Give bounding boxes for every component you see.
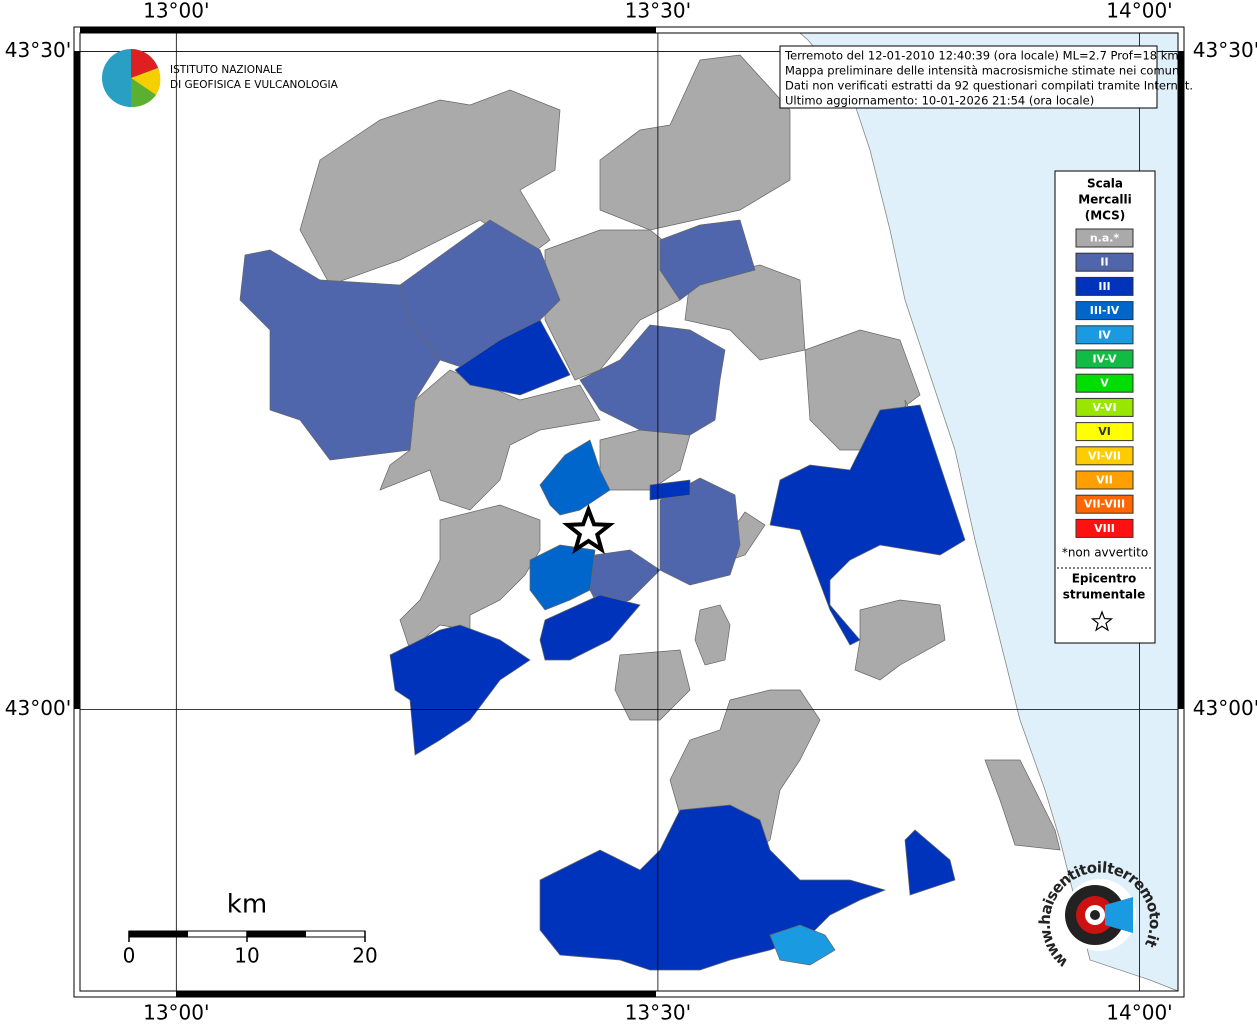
ingv-logo: ISTITUTO NAZIONALE DI GEOFISICA E VULCAN… bbox=[102, 49, 339, 108]
lon-tick-label: 13°30' bbox=[625, 1001, 691, 1024]
scale-unit: km bbox=[227, 890, 267, 920]
logo-segment bbox=[131, 78, 156, 108]
lon-tick-label: 14°00' bbox=[1106, 0, 1172, 23]
legend-swatch bbox=[1075, 422, 1134, 442]
legend-label: IV bbox=[1098, 328, 1111, 341]
municipality bbox=[454, 319, 571, 396]
legend-title: Scala bbox=[1087, 177, 1123, 191]
site-megaphone bbox=[1105, 897, 1133, 933]
legend-label: VIII bbox=[1094, 522, 1115, 535]
lat-tick-label: 43°30' bbox=[1193, 38, 1257, 62]
scale-bar: km 0 10 20 bbox=[123, 890, 378, 968]
frame-bar bbox=[176, 991, 656, 997]
info-line: Ultimo aggiornamento: 10-01-2026 21:54 (… bbox=[785, 94, 1094, 108]
legend-swatch bbox=[1075, 397, 1134, 417]
legend-label: IV-V bbox=[1092, 353, 1117, 366]
municipalities bbox=[239, 54, 1061, 971]
logo-text: DI GEOFISICA E VULCANOLOGIA bbox=[170, 79, 339, 91]
legend-label: VII bbox=[1096, 474, 1113, 487]
legend-label: V-VI bbox=[1092, 401, 1116, 414]
scale-bar-segment bbox=[129, 931, 188, 937]
legend-label: V bbox=[1100, 377, 1109, 390]
legend-label: II bbox=[1100, 256, 1108, 269]
scale-tick-label: 10 bbox=[234, 944, 259, 968]
municipality bbox=[659, 219, 756, 301]
municipality bbox=[614, 649, 691, 721]
legend-swatch bbox=[1075, 518, 1134, 538]
municipality bbox=[854, 599, 946, 681]
municipality bbox=[599, 54, 791, 231]
legend-note: *non avvertito bbox=[1062, 546, 1148, 560]
scale-tick-label: 20 bbox=[352, 944, 377, 968]
legend-epicenter-label: strumentale bbox=[1063, 588, 1146, 602]
municipality bbox=[904, 829, 956, 896]
legend-title: Mercalli bbox=[1078, 193, 1132, 207]
lon-tick-label: 13°00' bbox=[143, 0, 209, 23]
info-box bbox=[779, 45, 1158, 109]
legend-swatch bbox=[1075, 373, 1134, 393]
legend-title: (MCS) bbox=[1085, 209, 1126, 223]
logo-text: ISTITUTO NAZIONALE bbox=[170, 64, 283, 76]
municipality bbox=[539, 594, 641, 661]
legend-swatch bbox=[1075, 252, 1134, 272]
legend-label: III bbox=[1098, 280, 1110, 293]
legend-label: VII-VIII bbox=[1084, 498, 1125, 511]
municipality bbox=[769, 404, 966, 646]
legend-label: n.a.* bbox=[1090, 232, 1120, 245]
municipality bbox=[399, 504, 541, 651]
municipality bbox=[649, 479, 691, 501]
municipality bbox=[539, 439, 611, 516]
legend-swatch bbox=[1075, 494, 1134, 514]
legend: ScalaMercalli(MCS)n.a.*IIIIIIII-IVIVIV-V… bbox=[1057, 177, 1153, 632]
municipality bbox=[239, 249, 441, 461]
legend-swatch bbox=[1075, 276, 1134, 296]
lat-tick-label: 43°30' bbox=[5, 38, 71, 62]
legend-swatch bbox=[1075, 325, 1134, 345]
frame-bar bbox=[74, 51, 80, 709]
info-line: Terremoto del 12-01-2010 12:40:39 (ora l… bbox=[784, 49, 1179, 63]
info-lines: Terremoto del 12-01-2010 12:40:39 (ora l… bbox=[784, 49, 1193, 108]
municipality bbox=[529, 544, 596, 611]
municipality bbox=[684, 264, 806, 361]
legend-label: VI-VII bbox=[1088, 449, 1121, 462]
lat-tick-label: 43°00' bbox=[1193, 696, 1257, 720]
lon-tick-label: 13°00' bbox=[143, 1001, 209, 1024]
site-target bbox=[1090, 910, 1100, 920]
legend-swatch bbox=[1075, 301, 1134, 321]
legend-swatch bbox=[1075, 470, 1134, 490]
frame-bar bbox=[1178, 51, 1184, 709]
municipality bbox=[389, 624, 531, 756]
logo-segment bbox=[131, 49, 158, 78]
scale-bar-segment bbox=[247, 931, 306, 937]
lon-tick-label: 13°30' bbox=[625, 0, 691, 23]
municipality bbox=[299, 89, 561, 286]
info-line: Mappa preliminare delle intensità macros… bbox=[785, 64, 1182, 78]
municipality bbox=[579, 324, 726, 436]
municipality bbox=[379, 369, 601, 511]
scale-tick-label: 0 bbox=[123, 944, 136, 968]
epicenter bbox=[562, 503, 615, 555]
legend-label: III-IV bbox=[1090, 304, 1120, 317]
map-border bbox=[79, 32, 1179, 992]
municipality bbox=[984, 759, 1061, 851]
municipality bbox=[659, 477, 741, 586]
lon-tick-label: 14°00' bbox=[1106, 1001, 1172, 1024]
legend-star bbox=[1090, 610, 1114, 632]
legend-swatch bbox=[1075, 349, 1134, 369]
info-line: Dati non verificati estratti da 92 quest… bbox=[785, 79, 1193, 93]
legend-epicenter-label: Epicentro bbox=[1072, 572, 1137, 586]
legend-swatch bbox=[1075, 446, 1134, 466]
frame-bar bbox=[80, 27, 656, 33]
legend-swatch bbox=[1075, 228, 1134, 248]
logo-segment bbox=[131, 68, 161, 95]
municipality bbox=[769, 924, 836, 966]
lat-tick-label: 43°00' bbox=[5, 696, 71, 720]
legend-label: VI bbox=[1098, 425, 1111, 438]
municipality bbox=[694, 604, 731, 666]
